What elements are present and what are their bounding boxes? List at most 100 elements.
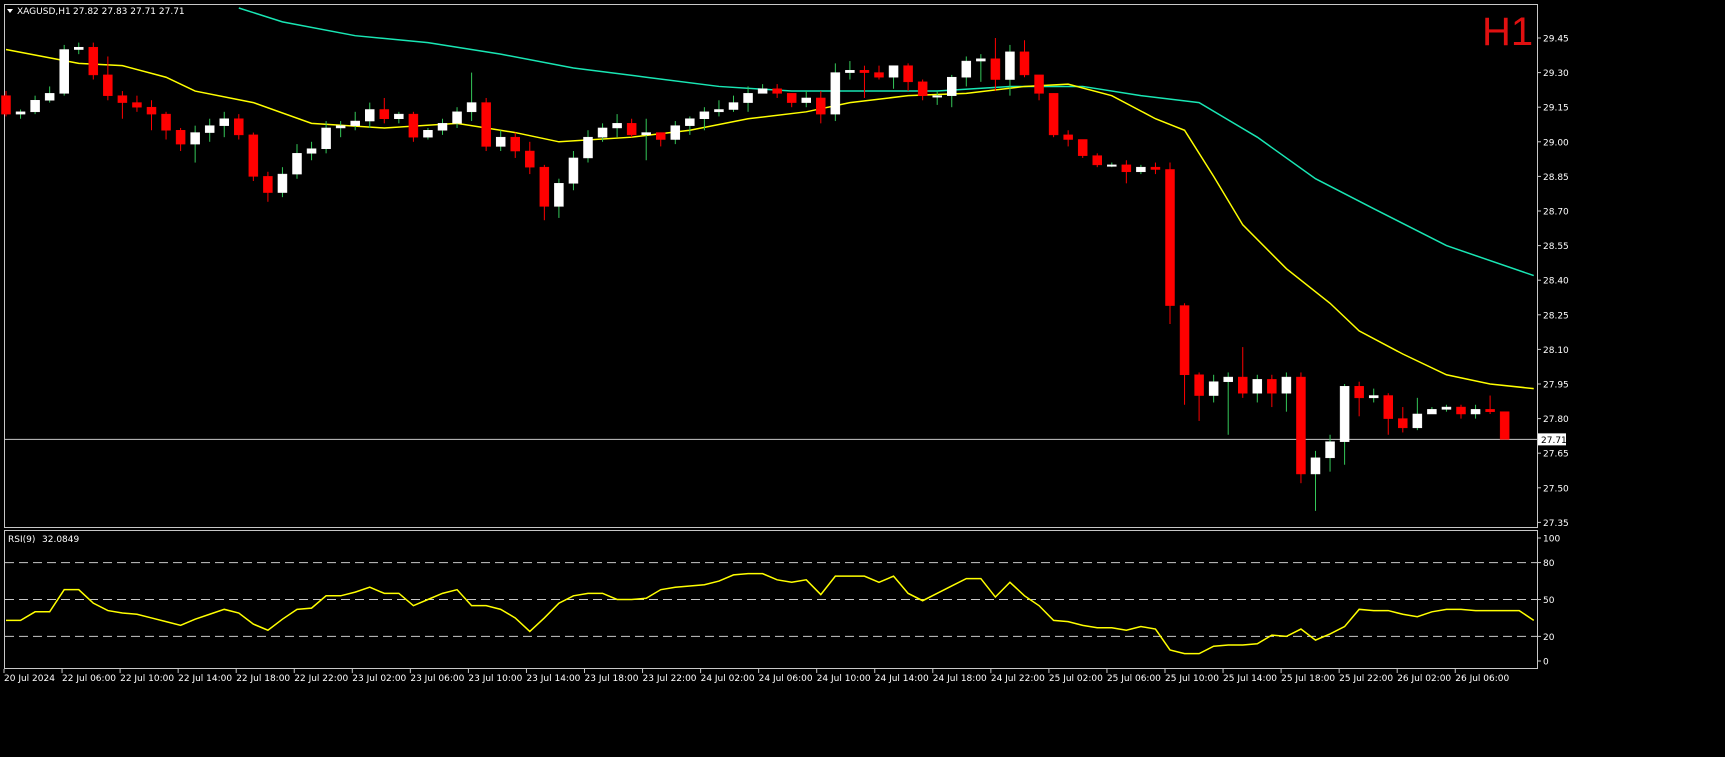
- candle[interactable]: [175, 127, 186, 152]
- candle[interactable]: [1005, 44, 1015, 96]
- candle[interactable]: [292, 144, 302, 179]
- candle[interactable]: [743, 86, 753, 112]
- candle[interactable]: [74, 42, 84, 55]
- price-pane[interactable]: [4, 4, 1538, 528]
- candle[interactable]: [1354, 381, 1364, 417]
- candle[interactable]: [234, 114, 244, 140]
- candle[interactable]: [583, 130, 593, 163]
- candle[interactable]: [1107, 162, 1117, 168]
- candlestick-series[interactable]: [1, 38, 1510, 511]
- candle[interactable]: [1048, 93, 1059, 138]
- candle[interactable]: [670, 121, 681, 145]
- candle[interactable]: [146, 100, 157, 131]
- candle[interactable]: [394, 111, 404, 124]
- candle[interactable]: [59, 44, 69, 96]
- candle[interactable]: [568, 151, 579, 191]
- candle[interactable]: [379, 97, 390, 124]
- candle[interactable]: [932, 91, 942, 105]
- candle[interactable]: [990, 38, 1001, 92]
- candle[interactable]: [408, 111, 419, 142]
- candle[interactable]: [117, 91, 128, 119]
- candle[interactable]: [495, 130, 506, 152]
- candle[interactable]: [132, 95, 142, 112]
- candle[interactable]: [423, 127, 433, 140]
- candle[interactable]: [321, 121, 331, 154]
- candle[interactable]: [1063, 130, 1073, 147]
- candle[interactable]: [525, 141, 535, 175]
- candle[interactable]: [190, 125, 200, 163]
- candle[interactable]: [859, 65, 870, 98]
- candle[interactable]: [728, 95, 739, 112]
- candle[interactable]: [1325, 434, 1335, 472]
- candle[interactable]: [204, 118, 215, 142]
- candle[interactable]: [510, 132, 520, 158]
- candle[interactable]: [1208, 374, 1219, 403]
- candle[interactable]: [161, 111, 171, 140]
- candle[interactable]: [1427, 407, 1437, 415]
- candle[interactable]: [1165, 162, 1175, 325]
- candle[interactable]: [1223, 372, 1233, 435]
- candle[interactable]: [1092, 153, 1102, 168]
- candle[interactable]: [15, 109, 26, 119]
- candle[interactable]: [641, 118, 651, 161]
- candle[interactable]: [88, 42, 99, 80]
- candle[interactable]: [903, 63, 913, 92]
- candle[interactable]: [466, 72, 477, 122]
- candle[interactable]: [1019, 40, 1030, 78]
- candle[interactable]: [976, 54, 986, 82]
- candle[interactable]: [1412, 397, 1423, 431]
- candle[interactable]: [845, 61, 855, 80]
- candle[interactable]: [1252, 374, 1263, 403]
- candle[interactable]: [350, 111, 360, 131]
- collapse-triangle-icon[interactable]: [7, 9, 13, 13]
- candle[interactable]: [714, 100, 724, 117]
- candle[interactable]: [1267, 374, 1277, 408]
- candle[interactable]: [1499, 411, 1510, 440]
- candle[interactable]: [772, 84, 782, 98]
- candle[interactable]: [1281, 372, 1292, 412]
- candle[interactable]: [1398, 407, 1408, 433]
- candle[interactable]: [44, 86, 55, 103]
- candle[interactable]: [1485, 395, 1495, 414]
- candle[interactable]: [612, 114, 622, 138]
- candle[interactable]: [1077, 139, 1088, 158]
- candle[interactable]: [874, 65, 884, 80]
- candle[interactable]: [263, 171, 273, 202]
- candle[interactable]: [830, 63, 841, 122]
- candle[interactable]: [1470, 404, 1481, 419]
- candle[interactable]: [437, 118, 448, 135]
- candle[interactable]: [626, 118, 637, 138]
- candle[interactable]: [103, 56, 113, 101]
- candle[interactable]: [481, 97, 491, 152]
- candle[interactable]: [947, 74, 957, 108]
- candle[interactable]: [1121, 160, 1132, 184]
- candle[interactable]: [452, 107, 462, 128]
- candle[interactable]: [1339, 384, 1350, 465]
- candle[interactable]: [816, 91, 826, 124]
- candle[interactable]: [335, 121, 346, 138]
- candle[interactable]: [1034, 74, 1044, 101]
- candle[interactable]: [30, 95, 40, 115]
- candle[interactable]: [1296, 372, 1306, 484]
- candle[interactable]: [1, 91, 11, 117]
- candle[interactable]: [1368, 388, 1379, 403]
- candle[interactable]: [757, 84, 768, 94]
- candle[interactable]: [365, 102, 375, 128]
- candle[interactable]: [1136, 164, 1146, 175]
- candle[interactable]: [699, 107, 710, 131]
- candle[interactable]: [1383, 393, 1393, 435]
- candle[interactable]: [1238, 347, 1248, 398]
- candle[interactable]: [597, 123, 608, 142]
- candle[interactable]: [1441, 404, 1452, 412]
- candle[interactable]: [685, 116, 695, 135]
- candle[interactable]: [801, 91, 811, 108]
- candle[interactable]: [961, 56, 972, 87]
- candle[interactable]: [786, 93, 797, 108]
- candle[interactable]: [1456, 404, 1466, 419]
- candle[interactable]: [1150, 162, 1161, 175]
- candle[interactable]: [1179, 303, 1190, 405]
- candle[interactable]: [539, 164, 550, 221]
- candle[interactable]: [1194, 372, 1204, 421]
- candle[interactable]: [219, 111, 229, 138]
